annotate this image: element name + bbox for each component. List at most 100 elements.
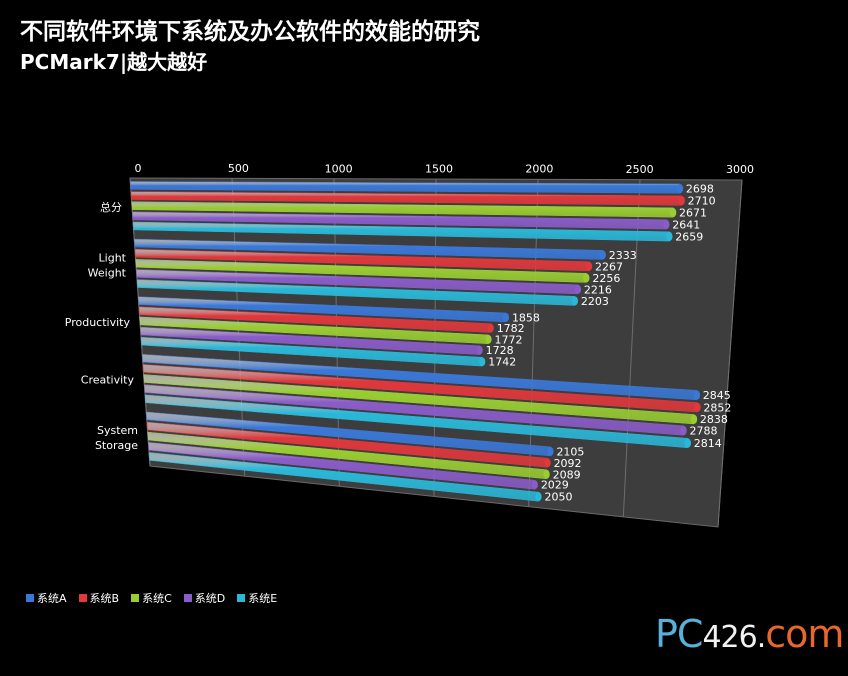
bar-end-cap (574, 284, 582, 294)
bar-end-cap (583, 273, 590, 283)
data-label: 2698 (686, 183, 714, 196)
data-label: 1782 (497, 322, 525, 335)
category-label: Creativity (81, 374, 135, 387)
bar-end-cap (694, 402, 701, 413)
data-label: 1742 (488, 356, 516, 369)
x-tick-label: 2000 (525, 163, 553, 176)
bar-end-cap (693, 390, 701, 400)
x-tick-labels: 0 500 1000 1500 2000 2500 3000 (135, 162, 755, 176)
category-label: Productivity (65, 316, 131, 329)
data-label: 1728 (486, 344, 514, 357)
x-tick-label: 3000 (726, 163, 754, 176)
bar-end-cap (599, 250, 606, 260)
bar (135, 259, 587, 283)
logo-part-2: 426. (702, 620, 766, 655)
category-label: 总分 (100, 200, 122, 214)
category-labels: 总分 Light Weight Productivity Creativity Syste… (65, 200, 138, 452)
bar (145, 411, 551, 457)
bar (136, 279, 576, 306)
x-tick-label: 500 (228, 162, 249, 175)
legend-swatch (26, 594, 34, 602)
bar-end-cap (678, 195, 685, 206)
pc426-logo: PC426.com (655, 612, 844, 656)
data-label: 2029 (541, 479, 569, 492)
bar-end-cap (571, 296, 579, 306)
bar-end-cap (684, 438, 692, 448)
bar (140, 326, 480, 355)
data-label: 2050 (544, 491, 572, 504)
data-label: 2216 (584, 283, 612, 296)
logo-part-3: com (765, 612, 844, 656)
grid-line (717, 179, 743, 528)
data-label: 1858 (512, 311, 540, 324)
legend-item: 系统C (131, 590, 172, 606)
legend: 系统A 系统B 系统C 系统D 系统E (26, 590, 277, 606)
bar-end-cap (680, 425, 687, 436)
bar-end-cap (479, 357, 486, 367)
bar (137, 296, 507, 323)
legend-item: 系统B (78, 590, 119, 606)
data-label: 2838 (700, 413, 728, 426)
data-label: 2105 (556, 445, 584, 458)
legend-label: 系统E (248, 592, 278, 605)
bar-end-cap (663, 219, 670, 230)
x-tick-label: 1500 (425, 163, 453, 176)
bars (129, 181, 701, 502)
bar (140, 336, 483, 367)
data-label: 2710 (688, 195, 716, 208)
chart-subtitle: PCMark7|越大越好 (20, 50, 208, 74)
data-label: 2267 (595, 260, 623, 273)
logo-part-1: PC (655, 612, 703, 656)
data-label: 2333 (609, 249, 637, 262)
bar-end-cap (547, 446, 554, 456)
bar (147, 431, 548, 480)
x-tick-label: 0 (135, 162, 142, 175)
bar-end-cap (690, 414, 698, 424)
legend-item: 系统E (237, 590, 277, 606)
legend-swatch (183, 594, 192, 602)
bar-end-cap (585, 261, 593, 271)
bar-end-cap (487, 323, 494, 333)
legend-item: 系统A (26, 590, 67, 606)
data-label: 2659 (675, 230, 703, 243)
data-label: 1772 (495, 333, 523, 346)
data-label: 2788 (689, 425, 717, 438)
bar (139, 316, 489, 345)
data-label: 2641 (672, 218, 700, 231)
bar (143, 374, 695, 425)
bar (144, 384, 685, 436)
bar (144, 394, 689, 449)
bar-end-cap (543, 469, 550, 479)
legend-swatch (131, 594, 140, 602)
category-label: System Storage (95, 424, 138, 452)
data-label: 2852 (703, 401, 731, 414)
data-label: 2845 (703, 389, 731, 402)
bar (141, 353, 698, 401)
bar (133, 238, 604, 260)
bar-end-cap (476, 345, 483, 355)
legend-item: 系统D (183, 590, 226, 606)
bar (129, 181, 681, 194)
bar (138, 306, 492, 333)
legend-label: 系统D (194, 592, 226, 605)
data-label: 2256 (592, 272, 620, 285)
legend-label: 系统A (37, 592, 67, 605)
legend-label: 系统C (142, 592, 172, 605)
bar (136, 269, 579, 295)
bar-end-cap (531, 480, 538, 490)
bar-end-cap (485, 334, 492, 344)
bar-end-cap (502, 312, 510, 322)
bar (132, 221, 670, 242)
bar-end-cap (666, 231, 673, 242)
bar (132, 211, 667, 230)
bar (142, 364, 698, 413)
bar-end-cap (676, 183, 684, 194)
bar (146, 421, 548, 468)
data-label: 2203 (581, 295, 609, 308)
bar-end-cap (669, 207, 677, 218)
bar (148, 441, 536, 490)
category-label: Light Weight (88, 251, 127, 279)
x-tick-label: 1000 (325, 162, 353, 175)
